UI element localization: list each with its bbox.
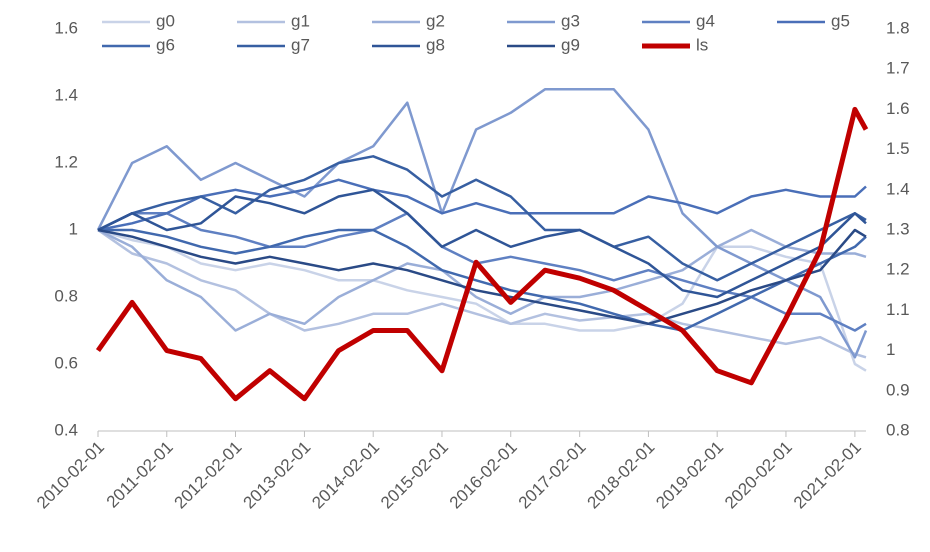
legend-label: g3 (561, 11, 580, 30)
series-line (97, 212, 867, 332)
x-tick-label: 2020-02-01 (721, 438, 796, 513)
y2-tick-label: 0.9 (886, 380, 910, 399)
x-tick-label: 2012-02-01 (171, 438, 246, 513)
legend-label: g4 (696, 11, 715, 30)
y2-tick-label: 0.8 (886, 420, 910, 439)
legend-label: g1 (291, 11, 310, 30)
y-tick-label: 1.2 (54, 152, 78, 171)
y-tick-label: 1 (69, 219, 78, 238)
x-tick-label: 2018-02-01 (583, 438, 658, 513)
legend-label: g7 (291, 35, 310, 54)
x-tick-label: 2019-02-01 (652, 438, 727, 513)
x-tick-label: 2013-02-01 (240, 438, 315, 513)
series-line (96, 88, 868, 359)
x-tick-label: 2015-02-01 (377, 438, 452, 513)
legend-label: g2 (426, 11, 445, 30)
y2-tick-label: 1.5 (886, 139, 910, 158)
y2-tick-label: 1.1 (886, 300, 910, 319)
y-tick-label: 0.4 (54, 420, 78, 439)
y2-tick-label: 1.6 (886, 99, 910, 118)
y2-tick-label: 1.7 (886, 59, 910, 78)
x-tick-label: 2016-02-01 (446, 438, 521, 513)
legend-label: g5 (831, 11, 850, 30)
series-line (97, 178, 867, 232)
series-line (97, 228, 867, 326)
y-tick-label: 0.8 (54, 286, 78, 305)
legend-label: g6 (156, 35, 175, 54)
series-line (97, 155, 867, 282)
y-tick-label: 1.4 (54, 85, 78, 104)
y2-tick-label: 1.8 (886, 18, 910, 37)
x-tick-label: 2021-02-01 (790, 438, 865, 513)
series-line (97, 188, 867, 299)
y-tick-label: 0.6 (54, 353, 78, 372)
series-line (95, 106, 869, 402)
y-tick-label: 1.6 (54, 18, 78, 37)
series-line (97, 228, 867, 332)
x-tick-label: 2011-02-01 (103, 438, 177, 512)
y2-tick-label: 1.4 (886, 179, 910, 198)
series-line (97, 228, 867, 372)
x-tick-label: 2017-02-01 (515, 438, 590, 513)
x-tick-label: 2010-02-01 (33, 438, 108, 513)
x-tick-label: 2014-02-01 (308, 438, 383, 513)
legend-label: g8 (426, 35, 445, 54)
y2-tick-label: 1.3 (886, 219, 910, 238)
series-line (97, 228, 867, 359)
y2-tick-label: 1.2 (886, 260, 910, 279)
legend-label: g9 (561, 35, 580, 54)
y2-tick-label: 1 (886, 340, 895, 359)
legend-label: g0 (156, 11, 175, 30)
legend-label: ls (696, 35, 708, 54)
